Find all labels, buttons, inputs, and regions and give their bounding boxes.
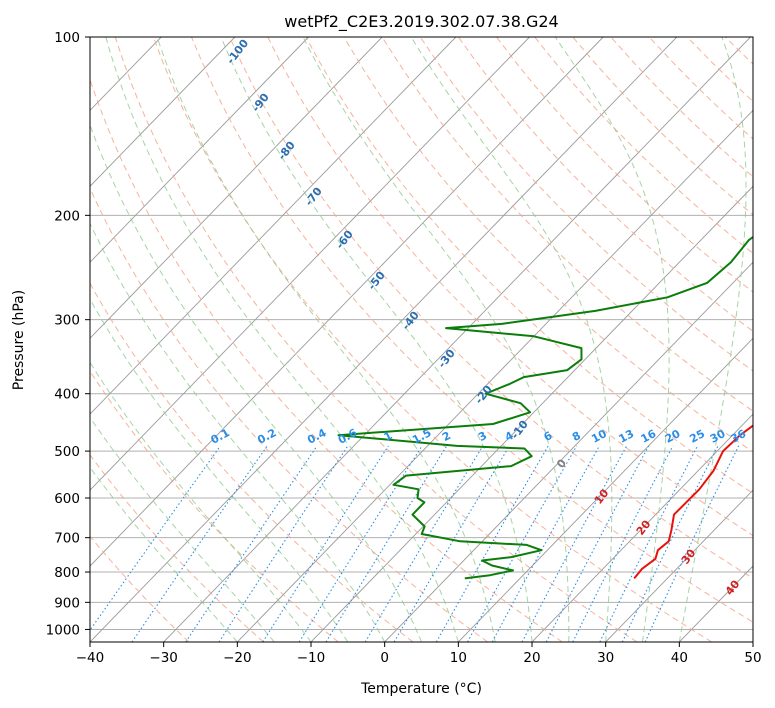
dry-adiabat-line bbox=[90, 454, 264, 642]
y-tick-label: 100 bbox=[54, 30, 80, 46]
x-tick-label: −30 bbox=[149, 650, 178, 666]
mixing-ratio-line bbox=[262, 445, 389, 642]
isotherm-line bbox=[90, 37, 604, 567]
x-tick-label: 30 bbox=[597, 650, 614, 666]
x-tick-label: 20 bbox=[523, 650, 540, 666]
y-tick-label: 200 bbox=[54, 208, 80, 224]
mixing-ratio-label: 16 bbox=[639, 427, 659, 446]
y-tick-label: 900 bbox=[54, 595, 80, 611]
isotherm-line bbox=[237, 109, 753, 642]
mixing-ratio-line bbox=[131, 445, 268, 642]
axes: −40 −30 −20 −10 0 10 20 30 40 50 100 200 300 400 500 60… bbox=[46, 30, 762, 666]
dry-adiabat-line bbox=[114, 37, 638, 642]
x-tick-label: −20 bbox=[223, 650, 252, 666]
mixing-ratio-label: 13 bbox=[617, 427, 637, 446]
x-axis-label: Temperature (°C) bbox=[360, 681, 482, 697]
mixing-ratio-label: 20 bbox=[663, 427, 683, 446]
isotherm-line bbox=[384, 261, 753, 642]
y-tick-label: 700 bbox=[54, 531, 80, 547]
isotherm-line bbox=[605, 489, 753, 642]
dry-adiabat-line bbox=[90, 77, 563, 642]
mixing-ratio-line bbox=[185, 445, 318, 642]
plot-frame bbox=[89, 36, 754, 643]
x-tick-label: 10 bbox=[450, 650, 467, 666]
isotherm-line bbox=[90, 37, 309, 263]
mixing-ratio-line bbox=[393, 445, 510, 642]
moist-adiabat-line bbox=[105, 37, 459, 642]
dry-adiabat-line bbox=[90, 282, 414, 642]
x-tick-label: 50 bbox=[744, 650, 761, 666]
temperature-profile bbox=[633, 424, 753, 580]
dewpoint-profile bbox=[337, 235, 753, 580]
y-tick-label: 300 bbox=[54, 313, 80, 329]
mixing-ratio-line bbox=[90, 445, 221, 632]
y-tick-label: 400 bbox=[54, 387, 80, 403]
y-tick-label: 1000 bbox=[46, 622, 80, 638]
moist-adiabat-line bbox=[90, 222, 386, 642]
isotherm-line bbox=[163, 37, 751, 642]
moist-adiabat-line bbox=[90, 416, 275, 642]
mixing-ratio-line bbox=[572, 445, 674, 642]
mixing-ratio-line bbox=[621, 445, 719, 642]
moist-adiabat-line bbox=[410, 37, 613, 642]
mixing-ratio-label: 10 bbox=[589, 427, 609, 446]
isotherm-line bbox=[458, 337, 753, 642]
isotherm-line bbox=[310, 185, 753, 642]
isotherm-line bbox=[531, 413, 753, 642]
isotherm-line bbox=[90, 37, 530, 491]
mixing-ratio-label: 36 bbox=[729, 427, 749, 446]
mixing-ratio-label: 30 bbox=[708, 427, 728, 446]
dry-adiabat-line bbox=[90, 187, 488, 642]
dry-adiabat-line bbox=[191, 37, 753, 623]
background-lines bbox=[90, 37, 753, 642]
x-tick-label: 40 bbox=[671, 650, 688, 666]
y-tick-label: 800 bbox=[54, 565, 80, 581]
x-tick-label: −10 bbox=[297, 650, 326, 666]
dry-adiabat-line bbox=[496, 37, 753, 293]
mixing-ratio-line bbox=[599, 445, 698, 642]
moist-adiabat-line bbox=[156, 37, 496, 642]
mixing-ratio-line bbox=[364, 445, 484, 642]
y-axis-label: Pressure (hPa) bbox=[11, 290, 27, 390]
y-tick-label: 600 bbox=[54, 491, 80, 507]
moist-adiabat-line bbox=[90, 298, 349, 642]
moist-adiabat-line bbox=[90, 361, 312, 642]
chart-title: wetPf2_C2E3.2019.302.07.38.G24 bbox=[284, 12, 558, 32]
moist-adiabat-line bbox=[90, 123, 422, 642]
isotherm-line bbox=[90, 37, 457, 415]
moist-adiabat-line bbox=[302, 37, 570, 642]
x-tick-label: 0 bbox=[380, 650, 389, 666]
mixing-ratio-label: 25 bbox=[687, 427, 707, 446]
isotherm-line bbox=[90, 37, 236, 187]
moist-adiabat-line bbox=[90, 466, 238, 642]
moist-adiabat-line bbox=[554, 37, 670, 642]
x-tick-label: −40 bbox=[76, 650, 105, 666]
y-tick-label: 500 bbox=[54, 444, 80, 460]
dry-adiabat-line bbox=[90, 370, 339, 642]
moist-adiabat-line bbox=[678, 37, 747, 642]
mixing-ratio-line bbox=[218, 445, 349, 642]
moist-adiabat-line bbox=[220, 37, 533, 642]
sounding-lines bbox=[337, 235, 753, 580]
mixing-ratio-line bbox=[467, 445, 578, 642]
isotherm-line bbox=[90, 37, 383, 339]
mixing-ratio-line bbox=[298, 445, 423, 642]
